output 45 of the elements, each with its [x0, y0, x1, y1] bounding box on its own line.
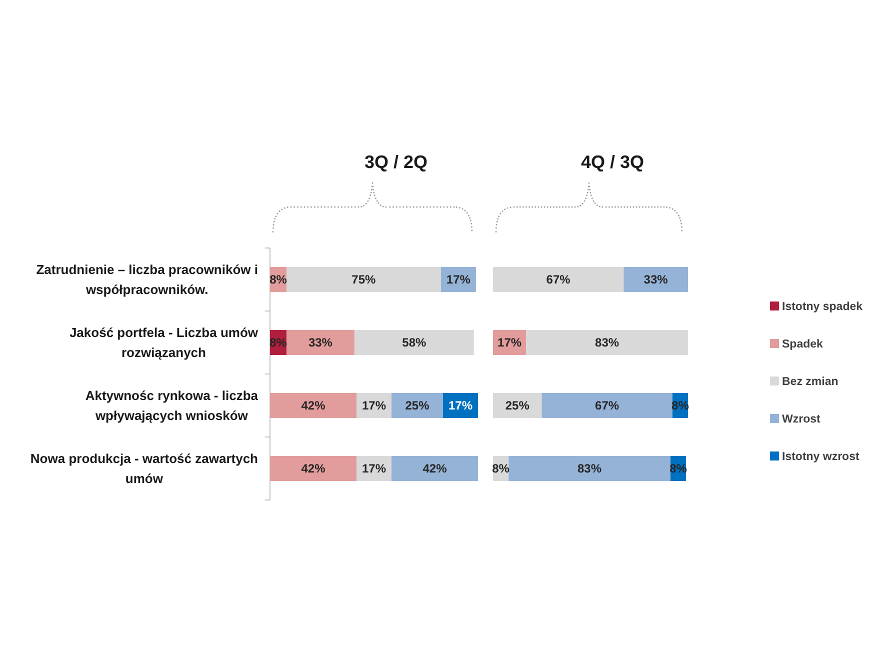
data-label: 42% — [301, 462, 326, 476]
y-tick-label: Jakość portfela - Liczba umów rozwiązanych — [69, 325, 259, 360]
chart-title: 4Q / 3Q — [580, 152, 644, 172]
data-label: 83% — [595, 336, 620, 350]
bar — [270, 393, 356, 418]
legend-label: Spadek — [782, 338, 824, 351]
bar — [286, 267, 441, 292]
bar — [286, 330, 354, 355]
data-label: 58% — [402, 336, 426, 350]
bar — [392, 393, 443, 418]
bar — [542, 393, 672, 418]
y-tick-label: Zatrudnienie – liczba pracowników i współpracowników. — [36, 262, 258, 298]
data-label: 25% — [505, 398, 530, 413]
bar — [508, 456, 670, 481]
bar — [392, 456, 478, 481]
chart-title: 3Q / 2Q — [364, 152, 428, 172]
data-label: 75% — [352, 272, 376, 287]
data-label: 8% — [492, 462, 510, 476]
y-tick-label: Nowa produkcja - wartość zawartych umów — [30, 451, 258, 486]
bar — [526, 330, 688, 355]
data-label: 42% — [301, 398, 326, 413]
data-label: 8% — [270, 336, 288, 350]
data-label: 33% — [644, 272, 668, 287]
data-label: 17% — [448, 398, 473, 413]
bar — [493, 393, 542, 418]
legend-label: Istotny wzrost — [782, 451, 860, 464]
data-label: 17% — [362, 462, 386, 476]
bar — [493, 267, 624, 292]
data-label: 42% — [422, 462, 448, 476]
y-tick-label: Aktywnośc rynkowa - liczba wpływających wniosków — [85, 388, 259, 424]
data-label: 33% — [308, 336, 333, 350]
data-label: 17% — [498, 336, 522, 350]
data-label: 67% — [546, 272, 571, 287]
legend-label: Bez zmian — [782, 376, 838, 388]
legend-label: Istotny spadek — [782, 301, 864, 314]
bar — [624, 267, 688, 292]
data-label: 67% — [595, 398, 620, 413]
data-label: 25% — [405, 398, 430, 413]
bar — [354, 330, 474, 355]
data-label: 17% — [446, 272, 471, 287]
legend-label: Wzrost — [782, 414, 820, 426]
data-label: 83% — [578, 462, 602, 476]
bar — [270, 456, 356, 481]
data-label: 17% — [362, 398, 386, 413]
data-label: 8% — [270, 272, 288, 287]
